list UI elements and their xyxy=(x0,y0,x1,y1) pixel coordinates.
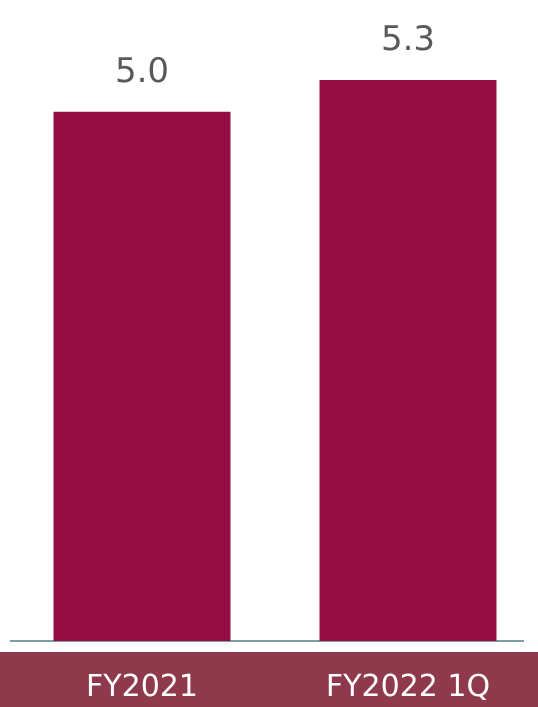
category-tick-label: FY2021 xyxy=(86,669,198,704)
bar-fy2021 xyxy=(53,111,231,642)
category-tick-labels: FY2021 FY2022 1Q xyxy=(86,669,490,704)
bars xyxy=(53,80,497,642)
category-axis-band xyxy=(0,652,538,707)
value-label: 5.0 xyxy=(115,51,169,91)
value-label: 5.3 xyxy=(381,19,435,59)
category-tick-label: FY2022 1Q xyxy=(326,669,490,704)
bar-fy2022-1q xyxy=(319,80,497,641)
value-labels: 5.0 5.3 xyxy=(115,19,435,91)
